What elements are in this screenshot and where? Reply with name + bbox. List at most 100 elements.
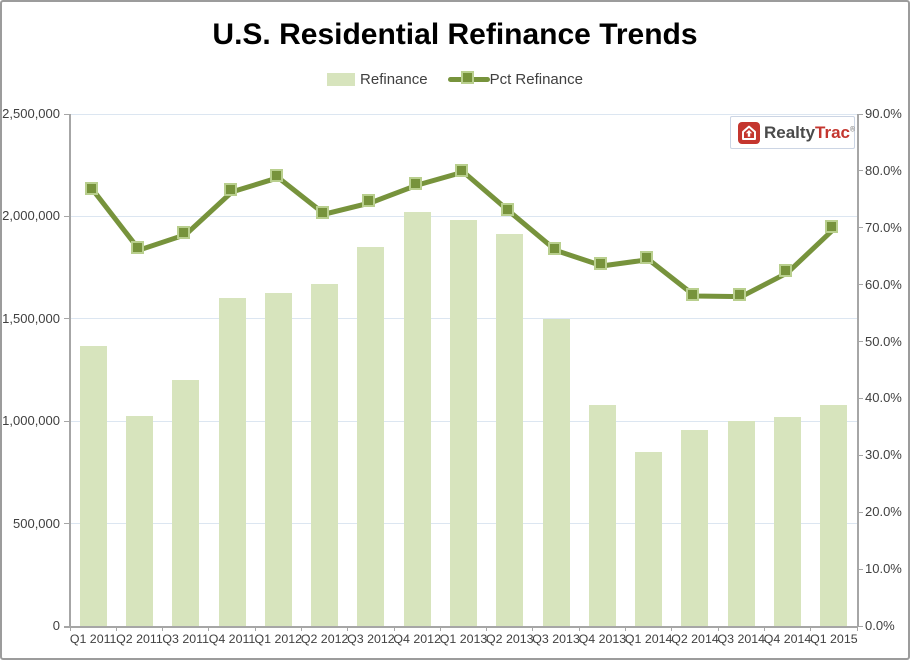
refinance-bar — [727, 421, 755, 626]
x-axis-tick — [208, 626, 210, 631]
x-axis-category-label: Q2 2013 — [486, 632, 534, 646]
left-axis-tick-label: 1,500,000 — [2, 310, 60, 326]
x-axis-line — [64, 626, 857, 628]
x-axis-tick — [300, 626, 302, 631]
right-axis-tick — [857, 511, 863, 513]
pct-refinance-marker — [686, 287, 700, 301]
chart-title: U.S. Residential Refinance Trends — [212, 18, 698, 51]
realtytrac-house-icon — [738, 121, 760, 144]
refinance-bar — [496, 233, 524, 626]
legend-item-pct-refinance: Pct Refinance — [447, 71, 583, 88]
left-axis-tick — [64, 523, 70, 525]
right-axis-tick-label: 20.0% — [865, 504, 902, 520]
pct-refinance-marker — [732, 288, 746, 302]
x-axis-tick — [763, 626, 765, 631]
x-axis-tick — [578, 626, 580, 631]
x-axis-tick — [810, 626, 812, 631]
pct-refinance-marker — [779, 264, 793, 278]
x-axis-tick — [486, 626, 488, 631]
pct-refinance-marker — [223, 183, 237, 197]
x-axis-category-label: Q4 2011 — [208, 632, 256, 646]
refinance-bar — [125, 416, 153, 626]
x-axis-category-label: Q3 2011 — [162, 632, 210, 646]
right-axis-tick-label: 70.0% — [865, 219, 902, 235]
left-axis-tick-label: 500,000 — [13, 515, 60, 531]
right-axis-tick-label: 0.0% — [865, 618, 895, 633]
pct-refinance-marker — [455, 163, 468, 177]
x-axis-category-label: Q1 2013 — [439, 632, 488, 646]
right-axis-tick-label: 80.0% — [865, 162, 902, 178]
refinance-bar — [681, 430, 709, 626]
right-axis-tick — [857, 625, 863, 627]
pct-refinance-marker — [84, 181, 98, 195]
x-axis-category-label: Q2 2011 — [116, 632, 163, 646]
refinance-bar — [542, 318, 570, 626]
left-axis-tick — [64, 318, 70, 320]
pct-refinance-line-icon — [447, 71, 490, 88]
right-axis-line — [857, 114, 859, 627]
refinance-bar — [357, 247, 385, 626]
pct-refinance-marker — [316, 205, 330, 219]
right-axis-tick-label: 10.0% — [865, 561, 902, 577]
right-axis-tick-label: 40.0% — [865, 390, 902, 406]
x-axis-tick — [625, 626, 627, 631]
pct-refinance-marker — [640, 251, 654, 265]
refinance-bar — [403, 212, 431, 626]
h-gridline — [70, 113, 857, 115]
realtytrac-wordmark: RealtyTrac® — [764, 123, 856, 142]
x-axis-category-label: Q1 2011 — [69, 632, 117, 646]
x-axis-category-label: Q2 2014 — [671, 632, 719, 646]
right-axis-tick — [857, 397, 863, 399]
right-axis-tick-label: 30.0% — [865, 447, 902, 463]
x-axis-tick — [254, 626, 256, 631]
refinance-bar — [635, 451, 663, 626]
right-axis-tick — [857, 227, 863, 229]
left-axis-tick — [64, 113, 70, 115]
right-axis-tick-label: 90.0% — [865, 106, 902, 121]
legend-label-refinance: Refinance — [360, 71, 428, 88]
pct-refinance-marker — [408, 176, 422, 190]
pct-refinance-marker — [501, 203, 515, 217]
left-axis-tick-label: 2,000,000 — [2, 208, 60, 224]
x-axis-category-label: Q4 2013 — [578, 632, 627, 646]
refinance-bar — [172, 380, 200, 626]
x-axis-tick — [671, 626, 673, 631]
refinance-bar — [218, 298, 246, 626]
chart-legend: Refinance Pct Refinance — [2, 71, 908, 88]
legend-item-refinance: Refinance — [327, 71, 428, 88]
right-axis-tick — [857, 341, 863, 343]
x-axis-category-label: Q4 2014 — [763, 632, 812, 646]
refinance-bar — [588, 404, 616, 626]
pct-refinance-marker — [177, 226, 191, 240]
x-axis-tick — [115, 626, 117, 631]
x-axis-category-label: Q3 2014 — [717, 632, 766, 646]
x-axis-category-label: Q3 2012 — [347, 632, 395, 646]
pct-refinance-marker — [362, 194, 376, 208]
right-axis-tick-label: 60.0% — [865, 276, 902, 292]
pct-refinance-marker — [547, 242, 561, 256]
pct-refinance-marker — [825, 220, 839, 234]
refinance-bar — [820, 404, 848, 626]
right-axis-tick — [857, 284, 863, 286]
right-axis-tick — [857, 170, 863, 172]
h-gridline — [70, 215, 857, 217]
x-axis-category-label: Q1 2014 — [624, 632, 673, 646]
pct-refinance-marker — [593, 257, 607, 271]
x-axis-category-label: Q4 2012 — [393, 632, 441, 646]
x-axis-category-label: Q1 2015 — [810, 632, 858, 646]
left-axis-tick — [64, 420, 70, 422]
left-axis-tick-label: 1,000,000 — [2, 413, 60, 429]
x-axis-tick — [717, 626, 719, 631]
x-axis-tick — [162, 626, 164, 631]
refinance-bar — [311, 283, 339, 626]
pct-refinance-marker — [269, 169, 283, 183]
left-axis-line — [69, 114, 71, 627]
left-axis-tick-label: 2,500,000 — [2, 106, 60, 121]
right-axis-tick — [857, 454, 863, 456]
right-axis-tick-label: 50.0% — [865, 333, 902, 349]
x-axis-tick — [393, 626, 395, 631]
x-axis-category-label: Q1 2012 — [254, 632, 303, 646]
refinance-bar — [450, 220, 477, 626]
refinance-bar — [264, 293, 292, 626]
